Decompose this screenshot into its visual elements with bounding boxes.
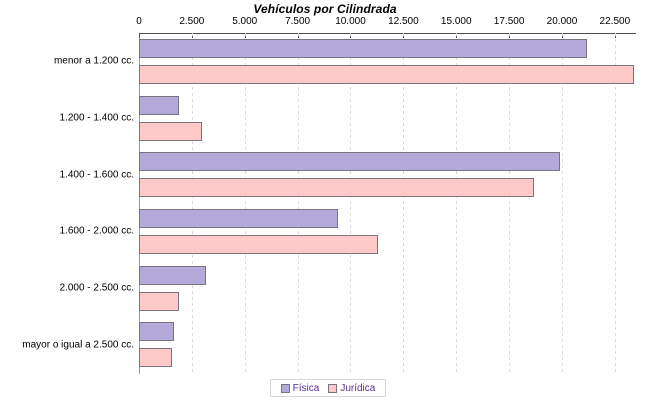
bar-juridica[interactable]	[139, 64, 634, 84]
gridline	[297, 33, 299, 373]
x-axis-tick-label: 10.000	[335, 16, 366, 27]
chart-title: Vehículos por Cilindrada	[253, 2, 397, 16]
legend-item-fisica[interactable]: Física	[280, 382, 320, 394]
legend-swatch-fisica	[280, 383, 290, 393]
bar-fisica[interactable]	[139, 208, 338, 228]
x-axis-tick-mark	[139, 33, 140, 38]
bar-fisica[interactable]	[139, 322, 174, 342]
y-axis-category-label: mayor o igual a 2.500 cc.	[22, 339, 134, 351]
legend-label-juridica: Jurídica	[340, 382, 376, 394]
gridline	[244, 33, 246, 373]
x-axis-tick-label: 5.000	[232, 16, 258, 27]
bar-fisica[interactable]	[139, 152, 560, 172]
y-axis-category-label: menor a 1.200 cc.	[53, 55, 134, 67]
gridline	[509, 33, 511, 373]
bar-fisica[interactable]	[139, 38, 588, 58]
x-axis-tick-label: 7.500	[285, 16, 311, 27]
x-axis-tick-label: 17.500	[493, 16, 525, 27]
y-axis-category-label: 1.200 - 1.400 cc.	[59, 112, 135, 124]
x-axis-tick-label: 12.500	[388, 16, 419, 27]
gridline	[403, 33, 405, 373]
x-axis-line	[139, 33, 636, 34]
gridline	[561, 33, 563, 373]
bar-juridica[interactable]	[139, 121, 203, 141]
legend-swatch-juridica	[328, 383, 338, 393]
x-axis-tick-label: 22.500	[599, 16, 631, 27]
bar-juridica[interactable]	[139, 178, 535, 198]
x-axis-tick-label: 20.000	[546, 16, 578, 27]
y-axis-line	[139, 33, 140, 374]
gridline	[191, 33, 193, 373]
bar-fisica[interactable]	[139, 95, 180, 115]
x-axis-tick-label: 2.500	[179, 16, 205, 27]
y-axis-category-label: 2.000 - 2.500 cc.	[59, 282, 135, 294]
bar-juridica[interactable]	[139, 291, 180, 311]
legend-label-fisica: Física	[292, 382, 320, 394]
chart-legend: Física Jurídica	[270, 379, 386, 397]
legend-item-juridica[interactable]: Jurídica	[328, 383, 375, 394]
y-axis-category-label: 1.400 - 1.600 cc.	[59, 169, 135, 181]
gridline	[456, 33, 458, 373]
gridline	[350, 33, 352, 373]
bar-fisica[interactable]	[139, 265, 206, 285]
x-axis-tick-label: 0	[136, 16, 142, 27]
bar-juridica[interactable]	[139, 348, 172, 368]
bar-juridica[interactable]	[139, 234, 378, 254]
x-axis-tick-label: 15.000	[440, 16, 472, 27]
gridline	[614, 33, 616, 373]
y-axis-category-label: 1.600 - 2.000 cc.	[59, 225, 135, 237]
